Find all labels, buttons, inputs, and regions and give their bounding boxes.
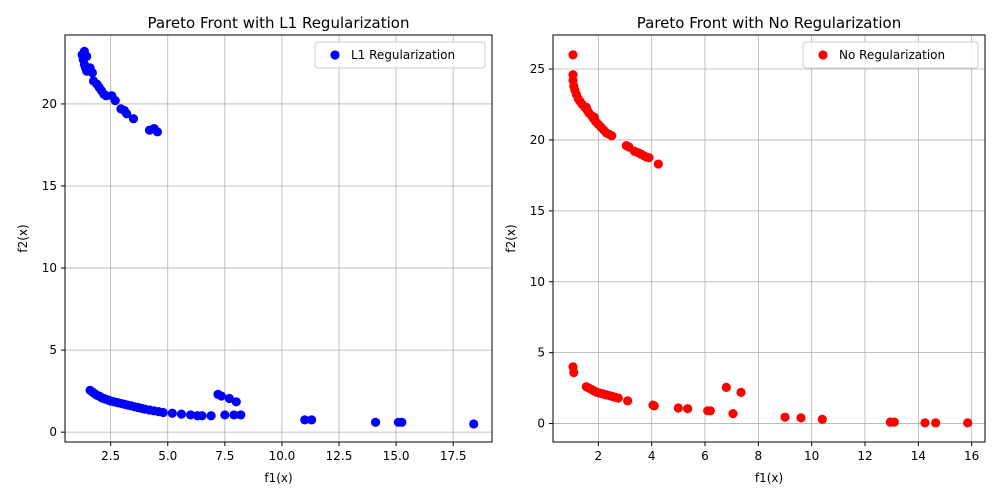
chart-l1-regularization: 2.5 5.0 7.5 10.0 12.5 15.0 17.5 0 5 10 15 20 Pareto … [16,14,493,485]
data-point [152,127,163,137]
data-point [607,131,617,141]
data-point [229,410,239,420]
x-tick-label: 10.0 [269,449,296,463]
chart-no-regularization: 2 4 6 8 10 12 14 16 0 5 10 15 20 25 Pareto Front with … [504,14,986,485]
x-tick-label: 4 [648,449,656,463]
legend-box [802,41,979,69]
x-tick-label: 17.5 [440,449,467,463]
y-axis-label: f2(x) [16,224,30,252]
data-point [236,410,246,420]
data-point [736,387,746,397]
chart-title: Pareto Front with No Regularization [637,14,901,32]
x-tick-label: 16 [964,449,979,463]
plot-frame [64,34,493,443]
y-tick-label: 5 [537,346,545,360]
data-point [613,393,623,403]
legend-marker [818,50,828,60]
x-tick-label: 15.0 [383,449,410,463]
data-point [569,367,579,378]
data-point [728,409,738,419]
data-point [931,418,941,428]
plot-frame [552,34,986,443]
x-tick-label: 12.5 [326,449,353,463]
y-tick-label: 0 [537,417,545,431]
x-tick-label: 8 [755,449,763,463]
data-point [673,403,683,413]
x-axis-label: f1(x) [264,471,292,485]
x-tick-label: 14 [911,449,926,463]
legend-label: L1 Regularization [351,48,455,62]
x-tick-label: 7.5 [215,449,234,463]
data-point [721,382,731,393]
data-point [589,112,599,122]
data-point [82,51,92,61]
legend-marker [330,50,340,60]
data-point [649,401,659,411]
data-point [705,406,715,416]
x-tick-label: 10 [804,449,819,463]
data-point [397,417,407,427]
data-point [185,410,196,420]
legend-label: No Regularization [839,48,945,62]
legend-box [314,41,486,69]
data-point [623,396,633,406]
x-tick-label: 2.5 [101,449,120,463]
x-axis-label: f1(x) [755,471,783,485]
data-point [889,417,899,427]
y-tick-label: 25 [530,62,545,76]
data-point [128,114,139,124]
data-point [370,417,381,427]
data-point [817,414,827,424]
x-tick-label: 5.0 [158,449,177,463]
y-axis-label: f2(x) [504,224,518,252]
data-point [307,415,317,425]
data-point [796,413,806,423]
y-tick-label: 15 [530,204,545,218]
data-point [176,409,187,419]
data-point [216,391,227,401]
y-tick-label: 20 [42,97,57,111]
data-point [87,68,98,78]
data-point [231,397,241,407]
data-point [158,407,168,418]
data-point [469,419,479,429]
data-point [167,408,177,418]
data-point [110,96,120,106]
data-point [568,50,578,60]
x-tick-label: 6 [701,449,709,463]
data-point [683,404,693,414]
data-point [122,109,132,119]
data-point [920,418,930,428]
data-point [224,393,235,404]
y-tick-label: 0 [49,425,57,439]
data-point [644,153,654,163]
data-point [653,159,663,169]
data-point [300,415,310,425]
data-point [780,412,790,422]
x-tick-label: 2 [595,449,603,463]
y-tick-label: 10 [530,275,545,289]
y-tick-label: 15 [42,179,57,193]
data-point [220,410,230,420]
y-tick-label: 10 [42,261,57,275]
data-point [963,418,973,428]
data-point [197,411,207,421]
data-point [206,411,216,421]
x-tick-label: 12 [857,449,872,463]
y-tick-label: 5 [49,343,57,357]
chart-title: Pareto Front with L1 Regularization [148,14,410,32]
y-tick-label: 20 [530,133,545,147]
